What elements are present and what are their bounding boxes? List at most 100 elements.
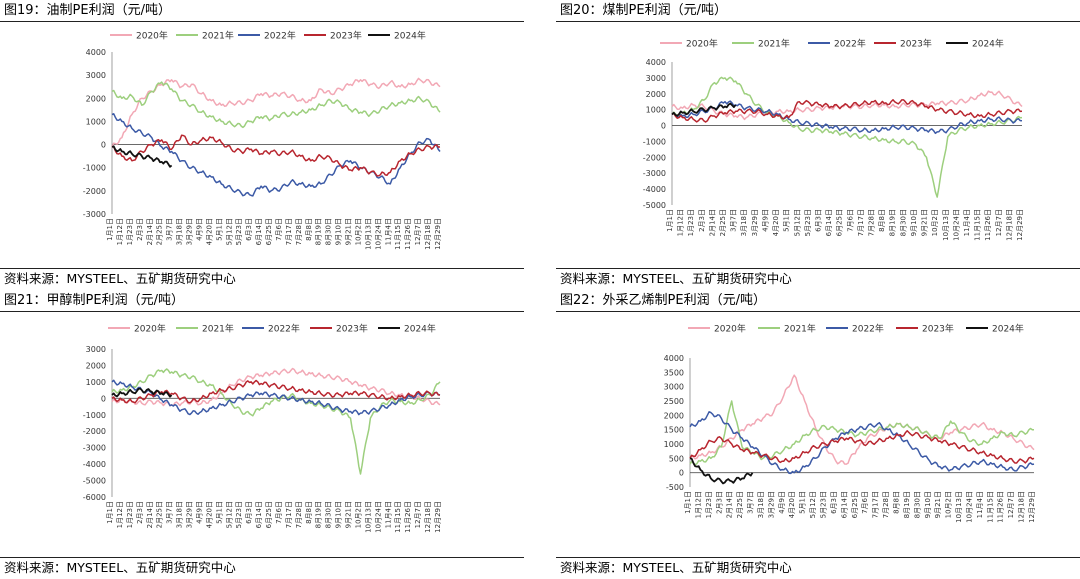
x-tick-label: 3月29日 <box>767 491 775 518</box>
x-tick-label: 6月3日 <box>814 209 822 232</box>
series-line-2024 <box>111 387 173 398</box>
x-tick-label: 3月29日 <box>186 218 194 245</box>
x-tick-label: 8月19日 <box>889 209 897 236</box>
legend-label-2023: 2023年 <box>336 323 368 335</box>
x-tick-label: 7月28日 <box>868 209 876 236</box>
x-tick-label: 6月25日 <box>265 218 273 245</box>
x-tick-label: 4月9日 <box>761 209 769 232</box>
source-note: 资料来源：MYSTEEL、五矿期货研究中心 <box>0 268 524 288</box>
x-tick-label: 9月10日 <box>335 218 343 245</box>
legend-label-2022: 2022年 <box>264 30 296 42</box>
x-tick-label: 5月12日 <box>225 501 233 528</box>
y-tick-label: 0 <box>101 394 106 403</box>
series-line-2022 <box>689 411 1035 475</box>
x-tick-label: 7月6日 <box>846 209 854 232</box>
series-line-2023 <box>671 99 1023 123</box>
chart-panel-22: 图22：外采乙烯制PE利润（元/吨） 2020年 2021年 2022年 2023年 2… <box>556 290 1080 579</box>
x-tick-label: 2月3日 <box>136 501 144 524</box>
x-tick-label: 12月18日 <box>424 501 432 533</box>
x-axis: 1月1日 1月12日 1月23日 2月3日 2月14日 2月25日 3月7日 3月18日 3月2… <box>684 491 1036 523</box>
x-axis: 1月1日 1月12日 1月23日 2月3日 2月14日 2月25日 3月7日 3月18日 3月2… <box>666 209 1024 241</box>
x-tick-label: 4月20日 <box>205 501 213 528</box>
y-tick-label: -6000 <box>83 493 106 502</box>
x-tick-label: 8月30日 <box>913 491 921 518</box>
x-tick-label: 8月8日 <box>305 218 313 241</box>
x-tick-label: 10月24日 <box>965 491 973 523</box>
x-tick-label: 8月30日 <box>325 501 333 528</box>
series-line-2021 <box>111 368 441 475</box>
x-tick-label: 2月25日 <box>719 209 727 236</box>
y-tick-label: 3000 <box>664 383 684 392</box>
x-tick-label: 5月23日 <box>235 501 243 528</box>
x-tick-label: 1月12日 <box>677 209 685 236</box>
x-tick-label: 4月20日 <box>788 491 796 518</box>
legend-label-2024: 2024年 <box>972 38 1004 50</box>
x-tick-label: 1月23日 <box>126 501 134 528</box>
chart-20-coal-pe-profit: 2020年 2021年 2022年 2023年 2024年 -5000 -4000 -3000… <box>643 38 1024 241</box>
y-tick-label: 0 <box>679 469 684 478</box>
legend: 2020年 2021年 2022年 2023年 2024年 <box>110 30 426 42</box>
x-tick-label: 4月9日 <box>195 501 203 524</box>
legend: 2020年 2021年 2022年 2023年 2024年 <box>660 38 1004 50</box>
series-line-2021 <box>671 76 1023 198</box>
y-tick-label: -1000 <box>643 137 666 146</box>
x-tick-label: 7月17日 <box>872 491 880 518</box>
legend-label-2024: 2024年 <box>992 323 1024 335</box>
x-tick-label: 8月8日 <box>878 209 886 232</box>
y-tick-label: 0 <box>101 141 106 150</box>
x-tick-label: 1月1日 <box>106 501 114 524</box>
chart-title: 图19：油制PE利润（元/吨） <box>0 0 524 22</box>
x-tick-label: 11月4日 <box>963 209 971 236</box>
x-tick-label: 8月8日 <box>305 501 313 524</box>
x-tick-label: 7月6日 <box>861 491 869 514</box>
x-tick-label: 3月29日 <box>751 209 759 236</box>
x-tick-label: 11月15日 <box>394 218 402 250</box>
y-tick-label: 2500 <box>664 397 684 406</box>
y-tick-label: -3000 <box>643 169 666 178</box>
x-tick-label: 7月6日 <box>275 218 283 241</box>
legend-label-2022: 2022年 <box>834 38 866 50</box>
y-tick-label: -5000 <box>83 477 106 486</box>
x-tick-label: 5月1日 <box>215 218 223 241</box>
chart-21-methanol-pe-profit: 2020年 2021年 2022年 2023年 2024年 -6000 -5000 -4000… <box>83 323 442 533</box>
legend-label-2023: 2023年 <box>330 30 362 42</box>
x-tick-label: 3月7日 <box>730 209 738 232</box>
x-tick-label: 1月12日 <box>116 218 124 245</box>
x-tick-label: 3月7日 <box>747 491 755 514</box>
series-line-2024 <box>671 102 737 117</box>
x-tick-label: 4月20日 <box>772 209 780 236</box>
x-tick-label: 3月18日 <box>176 218 184 245</box>
x-tick-label: 11月15日 <box>974 209 982 241</box>
x-tick-label: 2月3日 <box>715 491 723 514</box>
x-tick-label: 6月3日 <box>830 491 838 514</box>
source-note: 资料来源：MYSTEEL、五矿期货研究中心 <box>556 557 1080 577</box>
x-tick-label: 10月24日 <box>952 209 960 241</box>
legend: 2020年 2021年 2022年 2023年 2024年 <box>108 323 436 335</box>
x-tick-label: 7月28日 <box>882 491 890 518</box>
x-tick-label: 8月19日 <box>315 218 323 245</box>
source-note: 资料来源：MYSTEEL、五矿期货研究中心 <box>0 557 524 577</box>
legend-label-2020: 2020年 <box>136 30 168 42</box>
y-tick-label: 4000 <box>664 354 684 363</box>
x-tick-label: 7月28日 <box>295 501 303 528</box>
legend: 2020年 2021年 2022年 2023年 2024年 <box>688 323 1024 335</box>
x-tick-label: 5月12日 <box>809 491 817 518</box>
legend-label-2023: 2023年 <box>900 38 932 50</box>
x-tick-label: 2月14日 <box>146 501 154 528</box>
series-line-2023 <box>111 134 441 177</box>
x-tick-label: 5月12日 <box>225 218 233 245</box>
x-tick-label: 2月25日 <box>156 501 164 528</box>
chart-panel-19: 图19：油制PE利润（元/吨） 2020年 2021年 2022年 2023年 2024… <box>0 0 524 290</box>
x-tick-label: 1月1日 <box>106 218 114 241</box>
x-tick-label: 6月14日 <box>825 209 833 236</box>
x-tick-label: 3月18日 <box>176 501 184 528</box>
x-tick-label: 1月23日 <box>705 491 713 518</box>
y-tick-label: -1000 <box>83 411 106 420</box>
x-tick-label: 3月29日 <box>186 501 194 528</box>
x-tick-label: 1月12日 <box>694 491 702 518</box>
x-tick-label: 12月7日 <box>1007 491 1015 518</box>
x-tick-label: 2月14日 <box>146 218 154 245</box>
x-tick-label: 11月4日 <box>384 501 392 528</box>
x-tick-label: 12月18日 <box>1018 491 1026 523</box>
x-tick-label: 12月29日 <box>1028 491 1036 523</box>
